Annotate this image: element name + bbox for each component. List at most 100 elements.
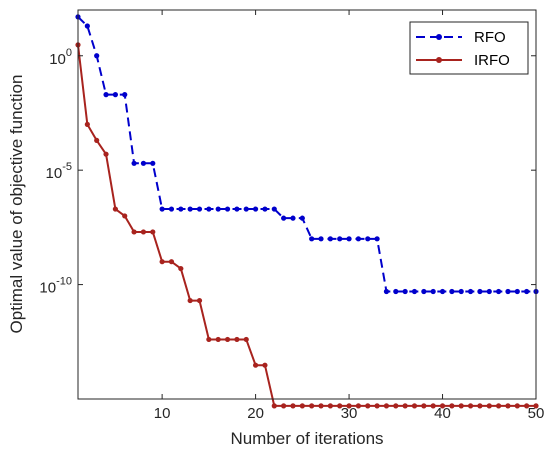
data-point-rfo-38 [421,288,427,295]
data-point-rfo-40 [439,288,446,295]
data-point-irfo-4 [103,151,109,157]
y-tick-label-0: 100 [49,47,72,68]
data-point-irfo-40 [439,403,446,409]
data-point-irfo-36 [402,403,408,409]
data-point-rfo-49 [524,288,530,295]
legend-label-irfo: IRFO [474,52,510,69]
data-point-irfo-49 [524,403,530,409]
data-point-rfo-35 [393,288,399,295]
legend-marker-rfo [436,34,442,40]
y-tick-label-2: 10-10 [39,276,72,297]
data-point-rfo-30 [346,236,352,242]
x-tick-label-30: 30 [341,405,358,422]
y-tick-label-base-0: 10 [49,51,66,68]
data-point-irfo-46 [496,403,502,409]
data-point-irfo-22 [271,403,277,409]
data-point-irfo-44 [477,403,483,409]
data-point-rfo-26 [309,236,315,242]
data-point-rfo-13 [187,206,193,212]
data-point-irfo-20 [252,362,259,368]
data-point-irfo-15 [206,336,212,343]
data-point-irfo-11 [168,259,175,265]
data-point-irfo-29 [337,403,343,409]
series-layer [75,14,539,409]
data-point-rfo-9 [150,160,156,166]
data-point-irfo-34 [383,403,390,409]
y-tick-label-base-2: 10 [39,280,56,297]
data-point-rfo-5 [112,92,118,98]
data-point-irfo-27 [318,403,324,409]
data-point-irfo-18 [234,336,240,343]
data-point-rfo-41 [449,288,455,295]
legend-marker-irfo [436,57,442,63]
data-point-rfo-6 [122,92,128,98]
data-point-irfo-30 [346,403,352,409]
data-point-irfo-5 [112,206,118,212]
data-point-irfo-17 [224,336,231,343]
data-point-rfo-36 [402,288,408,295]
y-tick-label-exp-2: -10 [56,276,72,288]
data-point-irfo-19 [243,336,249,343]
data-point-rfo-34 [383,288,390,295]
legend-box [409,21,529,75]
y-tick-label-exp-1: -5 [62,161,72,173]
data-point-irfo-2 [84,121,90,128]
data-point-rfo-2 [84,23,90,29]
data-point-rfo-17 [224,206,231,212]
data-point-irfo-37 [411,403,418,409]
y-tick-label-base-1: 10 [46,165,63,182]
data-point-irfo-10 [159,259,165,265]
data-point-rfo-42 [458,288,464,295]
y-tick-label-1: 10-5 [46,161,72,182]
data-point-rfo-24 [290,215,296,221]
data-point-rfo-28 [327,236,333,242]
axes-frame [77,9,537,400]
data-point-irfo-6 [122,213,128,219]
data-point-rfo-3 [94,53,100,59]
data-point-rfo-44 [477,288,483,295]
data-point-irfo-26 [309,403,315,409]
data-point-irfo-45 [486,403,492,409]
y-axis-label: Optimal value of objective function [7,75,26,334]
data-point-irfo-42 [458,403,464,409]
data-point-irfo-28 [327,403,333,409]
x-tick-label-20: 20 [247,405,264,422]
legend: RFO IRFO [409,21,529,75]
data-point-rfo-43 [467,288,474,295]
data-point-rfo-39 [430,288,436,295]
data-point-irfo-9 [150,229,156,235]
data-point-rfo-23 [281,215,287,221]
data-point-irfo-25 [299,403,305,409]
data-point-irfo-14 [196,297,203,304]
data-point-rfo-15 [206,206,212,212]
data-point-rfo-12 [178,206,184,212]
data-point-rfo-19 [243,206,249,212]
plot-area [78,10,536,399]
data-point-rfo-27 [318,236,324,242]
data-point-rfo-47 [505,288,511,295]
data-point-irfo-7 [131,229,137,235]
data-point-rfo-48 [514,288,520,295]
data-point-irfo-31 [355,403,362,409]
data-point-irfo-33 [374,403,380,409]
data-point-rfo-7 [131,160,137,166]
data-point-rfo-37 [411,288,418,295]
data-point-irfo-24 [290,403,296,409]
x-axis-label: Number of iterations [230,429,383,448]
data-point-rfo-4 [103,92,109,98]
data-point-irfo-3 [94,137,100,144]
data-point-irfo-50 [533,403,539,409]
x-tick-label-40: 40 [434,405,451,422]
data-point-rfo-22 [271,206,277,212]
data-point-rfo-29 [337,236,343,242]
x-tick-label-10: 10 [154,405,171,422]
data-point-rfo-14 [196,206,203,212]
data-point-irfo-13 [187,297,193,304]
data-point-irfo-12 [178,265,184,272]
x-tick-label-50: 50 [528,405,545,422]
data-point-irfo-38 [421,403,427,409]
data-point-irfo-8 [140,229,147,235]
data-point-rfo-33 [374,236,380,242]
